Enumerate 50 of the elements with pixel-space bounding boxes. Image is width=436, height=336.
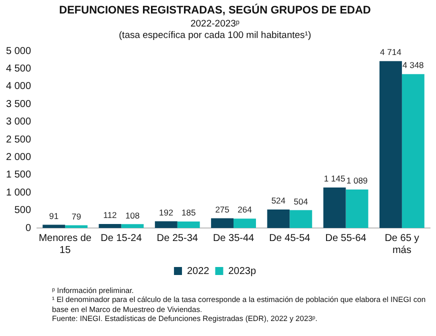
x-tick-label: De 65 y más bbox=[384, 232, 420, 256]
y-tick-label: 2 500 bbox=[6, 134, 32, 146]
data-label: 1 089 bbox=[346, 176, 368, 186]
chart-subtitle: 2022-2023ᵖ (tasa específica por cada 100 mil habitantes¹) bbox=[118, 18, 312, 41]
y-tick-label: 3 000 bbox=[6, 116, 32, 128]
y-tick-label: 1 000 bbox=[6, 187, 32, 198]
bar bbox=[177, 221, 200, 228]
y-tick-label: 3 500 bbox=[6, 98, 32, 110]
bar bbox=[267, 209, 290, 228]
bar bbox=[42, 224, 66, 228]
data-label: 524 bbox=[271, 196, 286, 206]
bar bbox=[234, 218, 256, 228]
data-label: 4 348 bbox=[402, 60, 424, 70]
y-tick-label: 500 bbox=[14, 205, 32, 216]
bar bbox=[121, 224, 144, 228]
legend-label: 2023p bbox=[228, 266, 256, 277]
bar bbox=[323, 187, 346, 228]
bar bbox=[211, 218, 234, 228]
data-label: 192 bbox=[159, 207, 174, 218]
x-tick-label: De 35-44 bbox=[212, 232, 255, 244]
bar bbox=[402, 74, 424, 228]
y-tick-label: 4 000 bbox=[6, 81, 32, 92]
bar bbox=[379, 61, 402, 228]
x-tick-label: De 55-64 bbox=[325, 232, 367, 244]
data-label: 185 bbox=[182, 208, 196, 218]
data-label: 264 bbox=[238, 204, 252, 215]
data-label: 91 bbox=[49, 210, 59, 221]
x-tick-label: Menores de 15 bbox=[38, 232, 92, 256]
y-tick-label: 1 500 bbox=[6, 170, 32, 181]
legend-label: 2022 bbox=[186, 266, 210, 277]
data-label: 108 bbox=[125, 210, 140, 220]
chart-title: DEFUNCIONES REGISTRADAS, SEGÚN GRUPOS DE EDAD bbox=[59, 4, 371, 17]
x-tick-label: De 15-24 bbox=[100, 232, 142, 244]
y-tick-label: 5 000 bbox=[6, 46, 32, 57]
data-label: 112 bbox=[103, 210, 118, 220]
bar bbox=[98, 224, 122, 228]
y-tick-label: 0 bbox=[25, 222, 32, 234]
data-label: 4 714 bbox=[380, 47, 402, 58]
bar bbox=[65, 225, 88, 228]
bar bbox=[154, 221, 178, 228]
bar bbox=[346, 189, 368, 228]
x-tick-label: De 25-34 bbox=[156, 232, 198, 244]
data-label: 275 bbox=[215, 204, 230, 214]
data-label: 504 bbox=[294, 196, 308, 206]
data-label: 1 145 bbox=[324, 174, 346, 184]
y-tick-label: 2 000 bbox=[6, 152, 32, 163]
y-tick-label: 4 500 bbox=[6, 63, 32, 74]
data-label: 79 bbox=[72, 211, 82, 222]
bar bbox=[290, 210, 312, 228]
x-tick-label: De 45-54 bbox=[269, 232, 311, 244]
